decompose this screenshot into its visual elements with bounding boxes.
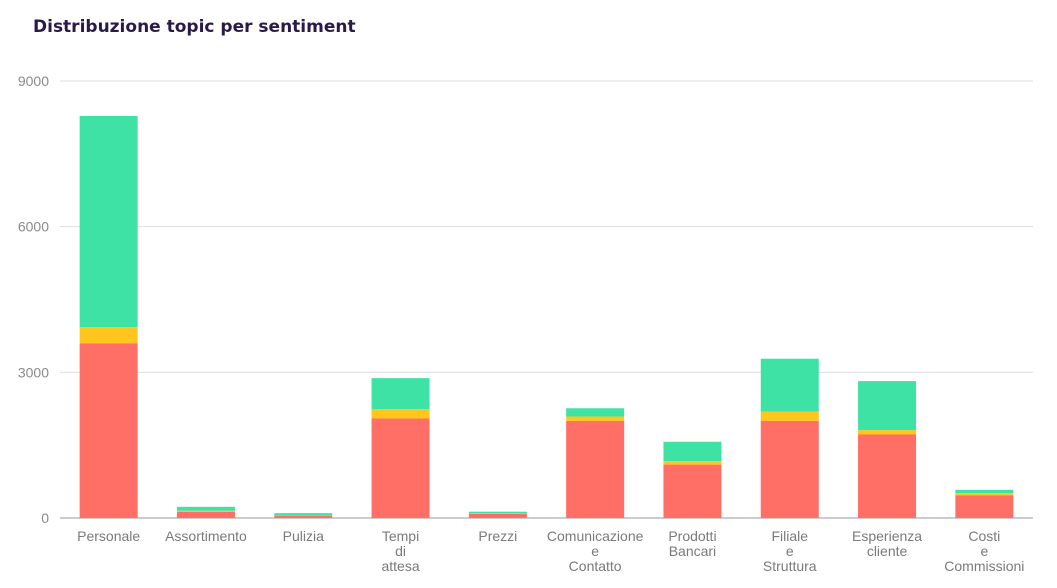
x-tick-label: Contatto <box>569 558 622 574</box>
bar-segment <box>760 420 819 518</box>
x-tick-label: Bancari <box>669 543 716 559</box>
y-tick-label: 0 <box>41 510 49 526</box>
x-tick-label: attesa <box>381 558 419 574</box>
x-tick-label: e <box>786 543 794 559</box>
x-tick-label: cliente <box>867 543 908 559</box>
bar-segment <box>760 411 819 421</box>
x-tick-label: Pulizia <box>283 528 324 544</box>
bar-segment <box>566 408 625 417</box>
bar-segment <box>176 506 235 511</box>
bar-segment <box>663 441 722 462</box>
bar-segment <box>663 464 722 518</box>
y-tick-label: 9000 <box>18 73 49 89</box>
bar-segment <box>955 489 1014 494</box>
y-axis-labels: 0 3000 6000 9000 <box>18 73 49 526</box>
bar-segment <box>566 420 625 518</box>
x-tick-label: Personale <box>77 528 140 544</box>
x-tick-label: Filiale <box>771 528 808 544</box>
x-axis-labels: Personale Assortimento Pulizia Tempidiattes… <box>77 528 1024 574</box>
bar-segment <box>79 115 138 328</box>
bar-segment <box>176 511 235 518</box>
bar-segment <box>468 513 527 518</box>
x-tick-label: di <box>395 543 406 559</box>
bar-segment <box>663 461 722 465</box>
x-tick-label: Struttura <box>763 558 817 574</box>
chart-title: Distribuzione topic per sentiment <box>33 17 356 37</box>
x-tick-label: Prezzi <box>478 528 517 544</box>
x-tick-label: Costi <box>968 528 1000 544</box>
x-tick-label: Commissioni <box>944 558 1024 574</box>
bar-segment <box>858 430 917 435</box>
bar-segment <box>858 381 917 431</box>
bar-segment <box>468 511 527 514</box>
x-tick-label: e <box>591 543 599 559</box>
bar-segment <box>371 418 430 518</box>
bar-segment <box>858 434 917 518</box>
x-tick-label: Prodotti <box>668 528 716 544</box>
bar-segment <box>371 409 430 419</box>
bar-segment <box>760 358 819 412</box>
x-tick-label: Tempi <box>382 528 419 544</box>
x-tick-label: e <box>980 543 988 559</box>
x-tick-label: Esperienza <box>852 528 922 544</box>
bar-segment <box>79 343 138 518</box>
bar-segment <box>955 495 1014 518</box>
bar-segment <box>274 513 333 516</box>
x-tick-label: Comunicazione <box>547 528 644 544</box>
bar-segment <box>79 327 138 344</box>
bars <box>79 115 1014 518</box>
y-tick-label: 3000 <box>18 364 49 380</box>
bar-segment <box>955 493 1014 496</box>
bar-segment <box>274 515 333 518</box>
x-tick-label: Assortimento <box>165 528 247 544</box>
bar-segment <box>176 510 235 512</box>
y-tick-label: 6000 <box>18 219 49 235</box>
bar-segment <box>371 378 430 410</box>
bar-segment <box>566 416 625 421</box>
